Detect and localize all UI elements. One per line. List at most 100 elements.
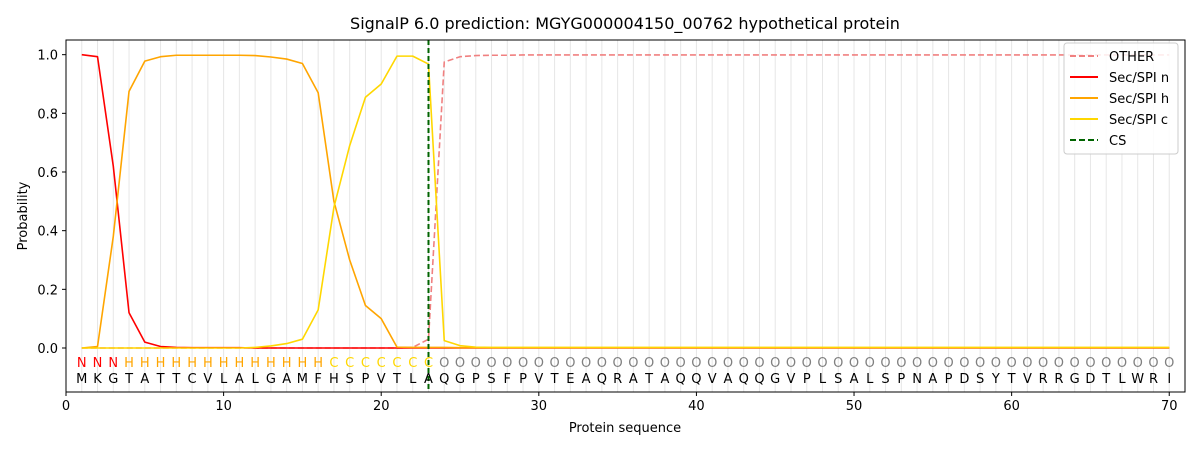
residue-label: Y: [991, 372, 1000, 387]
predicted-label: O: [723, 356, 733, 371]
predicted-label: H: [171, 356, 181, 371]
residue-label: L: [1118, 372, 1126, 387]
residue-label: G: [770, 372, 780, 387]
grid-lines: [81, 40, 1170, 392]
residue-label: R: [613, 372, 622, 387]
predicted-label: C: [345, 356, 354, 371]
y-axis-ticks: 0.0 0.2 0.4 0.6 0.8 1.0: [37, 49, 66, 357]
predicted-label: H: [250, 356, 260, 371]
predicted-label: O: [1007, 356, 1017, 371]
predicted-label: C: [392, 356, 401, 371]
chart-title: SignalP 6.0 prediction: MGYG000004150_00…: [350, 14, 900, 34]
residue-label: G: [455, 372, 465, 387]
legend-box: [1063, 42, 1179, 155]
series-lines: [81, 53, 1170, 349]
predicted-label: O: [1101, 356, 1111, 371]
predicted-label: O: [1038, 356, 1048, 371]
series-line-other: [81, 54, 1170, 349]
y-axis-label: Probability: [16, 181, 31, 250]
predicted-label: O: [817, 356, 827, 371]
predicted-label: O: [549, 356, 559, 371]
residue-label: P: [945, 372, 953, 387]
residue-label: V: [377, 372, 386, 387]
residue-label: G: [1070, 372, 1080, 387]
predicted-label: O: [896, 356, 906, 371]
plot-frame: [65, 39, 1186, 393]
x-tick-label: 10: [215, 399, 232, 414]
predicted-label: O: [691, 356, 701, 371]
predicted-label: O: [676, 356, 686, 371]
residue-label: C: [188, 372, 197, 387]
predicted-label: O: [455, 356, 465, 371]
predicted-label: O: [707, 356, 717, 371]
residue-label: Q: [754, 372, 764, 387]
residue-label: T: [644, 372, 653, 387]
residue-label: G: [108, 372, 118, 387]
residue-label: V: [708, 372, 717, 387]
predicted-label: O: [534, 356, 544, 371]
residue-label: A: [582, 372, 591, 387]
residue-label: D: [1085, 372, 1095, 387]
series-line-sec-spi-n: [81, 53, 1170, 349]
predicted-label: H: [282, 356, 292, 371]
predicted-label: O: [1085, 356, 1095, 371]
residue-label: A: [424, 372, 433, 387]
predicted-label: O: [613, 356, 623, 371]
predicted-label: O: [880, 356, 890, 371]
x-tick-label: 40: [688, 399, 705, 414]
predicted-label: O: [644, 356, 654, 371]
residue-label: V: [203, 372, 212, 387]
predicted-label: H: [140, 356, 150, 371]
legend-label: CS: [1109, 134, 1126, 149]
residue-label: A: [282, 372, 291, 387]
predicted-label: O: [628, 356, 638, 371]
predicted-label: H: [313, 356, 323, 371]
predicted-label: C: [361, 356, 370, 371]
y-tick-label: 0.0: [37, 342, 58, 357]
residue-label: R: [1149, 372, 1158, 387]
predicted-label: N: [93, 356, 103, 371]
residue-label: R: [1039, 372, 1048, 387]
x-tick-label: 0: [62, 399, 70, 414]
predicted-label: C: [329, 356, 338, 371]
predicted-label: H: [124, 356, 134, 371]
residue-label: S: [834, 372, 842, 387]
predicted-label: O: [1022, 356, 1032, 371]
residue-label: I: [1167, 372, 1171, 387]
legend-label: Sec/SPI h: [1109, 92, 1169, 107]
residue-label: P: [897, 372, 905, 387]
residue-label: N: [912, 372, 922, 387]
residue-label: Q: [439, 372, 449, 387]
predicted-label: O: [1148, 356, 1158, 371]
series-line-sec-spi-h: [81, 54, 1170, 349]
residue-label: R: [1054, 372, 1063, 387]
residue-label: T: [550, 372, 559, 387]
residue-label: T: [1101, 372, 1110, 387]
residue-label: P: [362, 372, 370, 387]
predicted-label: O: [1070, 356, 1080, 371]
predicted-label: O: [739, 356, 749, 371]
predicted-label: O: [770, 356, 780, 371]
predicted-label: C: [408, 356, 417, 371]
predicted-label: O: [928, 356, 938, 371]
series-line-sec-spi-c: [81, 55, 1170, 349]
x-tick-label: 50: [846, 399, 863, 414]
residue-label: S: [487, 372, 495, 387]
predicted-label: O: [754, 356, 764, 371]
x-tick-label: 30: [531, 399, 548, 414]
residue-label: A: [660, 372, 669, 387]
residue-label: A: [629, 372, 638, 387]
residue-label: Q: [597, 372, 607, 387]
residue-label: V: [787, 372, 796, 387]
predicted-label: H: [266, 356, 276, 371]
predicted-label: O: [1164, 356, 1174, 371]
predicted-label: O: [518, 356, 528, 371]
predicted-label: O: [1133, 356, 1143, 371]
residue-label: F: [504, 372, 511, 387]
residue-label: P: [803, 372, 811, 387]
residue-label: Q: [739, 372, 749, 387]
residue-label: G: [266, 372, 276, 387]
residue-label: M: [76, 372, 87, 387]
predicted-label: O: [471, 356, 481, 371]
